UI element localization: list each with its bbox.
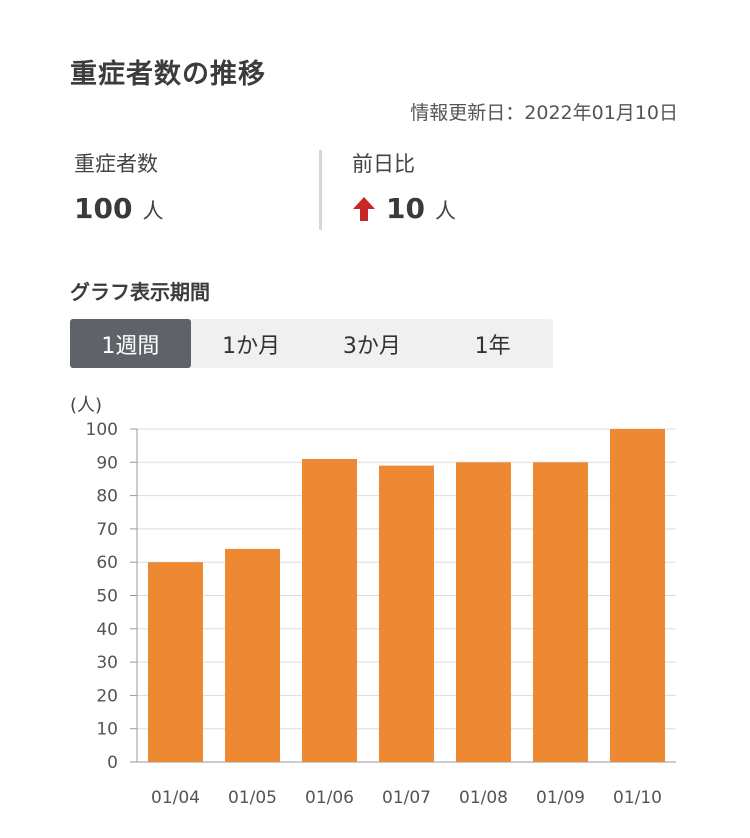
y-tick-label: 60	[96, 553, 118, 573]
x-tick-label: 01/07	[382, 788, 431, 808]
y-tick-label: 50	[96, 587, 118, 607]
period-tabs: 1週間 1か月 3か月 1年	[70, 319, 553, 368]
period-label: グラフ表示期間	[70, 280, 210, 304]
y-tick-label: 70	[96, 520, 118, 540]
tab-1-week[interactable]: 1週間	[70, 319, 191, 368]
bar-01/05	[225, 548, 280, 762]
y-unit-label: (人)	[70, 395, 102, 416]
bar-01/07	[379, 465, 434, 762]
stat-diff-unit: 人	[434, 199, 456, 223]
page-title: 重症者数の推移	[70, 59, 266, 90]
stat-diff-value: 10	[386, 192, 425, 225]
x-tick-label: 01/09	[536, 788, 585, 808]
stat-total: 重症者数 100 人	[74, 148, 163, 225]
tab-1-year[interactable]: 1年	[474, 333, 511, 359]
y-tick-label: 100	[86, 420, 118, 440]
y-tick-label: 20	[96, 686, 118, 706]
stat-divider	[319, 150, 322, 230]
x-tick-label: 01/05	[228, 788, 277, 808]
y-tick-label: 90	[96, 453, 118, 473]
x-tick-label: 01/08	[459, 788, 508, 808]
bar-01/09	[533, 462, 588, 762]
x-tick-label: 01/10	[613, 788, 662, 808]
updated-date: 情報更新日：2022年01月10日	[410, 102, 678, 124]
y-tick-label: 0	[107, 753, 118, 773]
x-tick-label: 01/06	[305, 788, 354, 808]
tab-1-month[interactable]: 1か月	[222, 333, 281, 359]
stat-total-value: 100	[74, 192, 133, 225]
bar-chart: (人) 0 10 20 30 40 50 60 70 80 90 100 01/04 01/05 01/06…	[70, 395, 676, 808]
bar-01/06	[302, 458, 357, 762]
y-tick-label: 30	[96, 653, 118, 673]
stat-diff-label: 前日比	[352, 152, 415, 176]
arrow-up-icon	[352, 196, 376, 222]
bar-01/08	[456, 462, 511, 762]
bar-01/04	[148, 562, 203, 762]
bar-01/10	[610, 429, 665, 762]
stat-total-unit: 人	[142, 199, 164, 223]
y-tick-label: 80	[96, 487, 118, 507]
x-tick-label: 01/04	[151, 788, 200, 808]
tab-3-months[interactable]: 3か月	[342, 333, 401, 359]
y-tick-label: 10	[96, 720, 118, 740]
stat-total-label: 重症者数	[74, 152, 158, 176]
y-tick-label: 40	[96, 620, 118, 640]
stat-diff: 前日比 10 人	[352, 148, 456, 225]
